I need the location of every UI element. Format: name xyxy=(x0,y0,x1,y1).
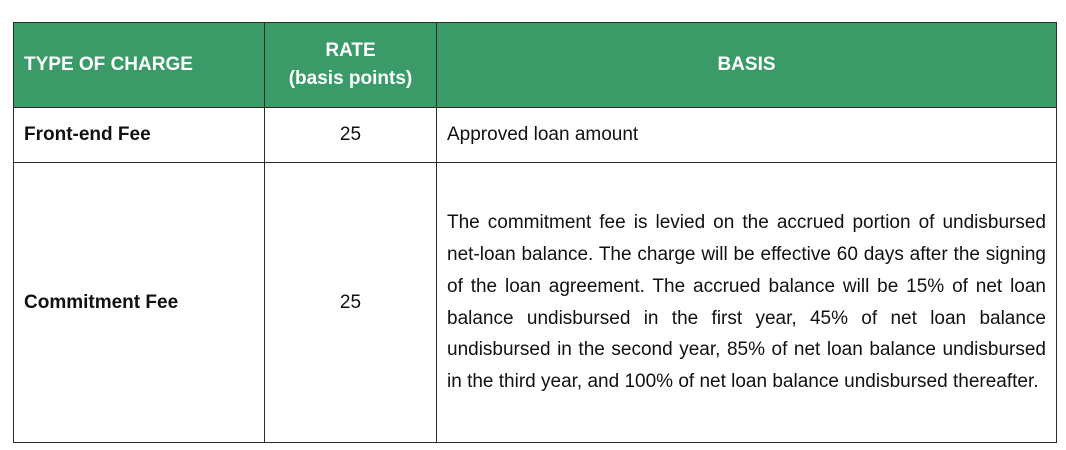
header-basis-label: BASIS xyxy=(717,54,776,75)
table-body: Front-end Fee 25 Approved loan amount Co… xyxy=(13,107,1057,443)
header-rate-unit: (basis points) xyxy=(288,68,413,89)
basis-cell: The commitment fee is levied on the accr… xyxy=(436,162,1057,443)
charge-type-cell: Commitment Fee xyxy=(13,162,265,443)
header-row: TYPE OF CHARGE RATE (basis points) BASIS xyxy=(13,22,1057,108)
charges-table-container: TYPE OF CHARGE RATE (basis points) BASIS… xyxy=(13,22,1057,443)
charges-table: TYPE OF CHARGE RATE (basis points) BASIS… xyxy=(13,22,1057,443)
rate-cell: 25 xyxy=(264,162,437,443)
basis-cell: Approved loan amount xyxy=(436,107,1057,163)
table-row: Front-end Fee 25 Approved loan amount xyxy=(13,107,1057,163)
header-rate-label: RATE xyxy=(325,40,376,62)
charge-type-cell: Front-end Fee xyxy=(13,107,265,163)
header-basis: BASIS xyxy=(436,22,1057,108)
rate-cell: 25 xyxy=(264,107,437,163)
header-type-of-charge: TYPE OF CHARGE xyxy=(13,22,265,108)
header-rate: RATE (basis points) xyxy=(264,22,437,108)
table-header: TYPE OF CHARGE RATE (basis points) BASIS xyxy=(13,22,1057,108)
table-row: Commitment Fee 25 The commitment fee is … xyxy=(13,162,1057,443)
header-type-label: TYPE OF CHARGE xyxy=(24,54,193,75)
